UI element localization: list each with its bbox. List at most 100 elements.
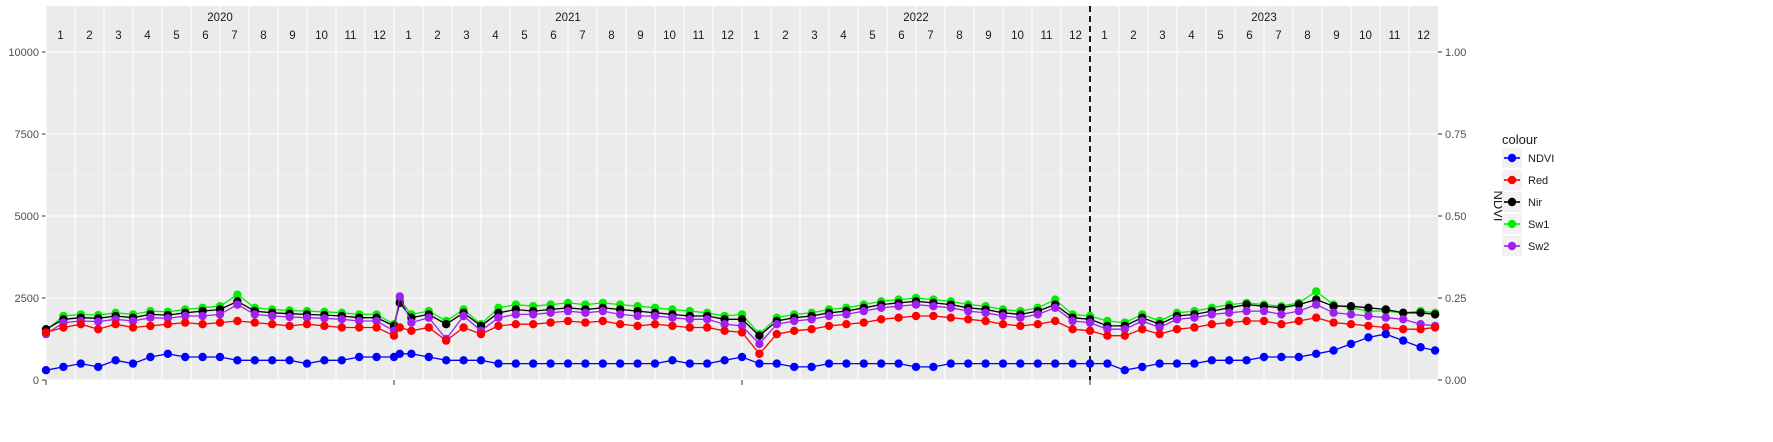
legend-key-point [1507,153,1517,163]
data-point-ndvi [946,359,955,368]
data-point-ndvi [1277,352,1286,362]
month-label: 1 [753,30,759,42]
month-label: 2 [1130,30,1136,42]
legend-label: NDVI [1528,153,1554,165]
month-label: 3 [463,30,469,42]
data-point-sw1 [1312,287,1321,296]
data-point-red [1346,320,1356,329]
data-point-red [685,323,694,332]
data-point-sw2 [1138,316,1147,326]
data-point-red [1242,316,1251,326]
data-point-ndvi [1381,329,1391,339]
data-point-sw2 [563,306,573,316]
data-point-red [459,323,468,332]
data-point-ndvi [529,359,538,368]
legend-label: Sw1 [1528,219,1549,231]
data-point-ndvi [1103,359,1112,368]
y2-tick-label: 1.00 [1445,47,1466,59]
data-point-red [998,320,1008,329]
data-point-sw2 [250,310,259,319]
month-label: 11 [345,30,357,42]
data-point-red [790,326,799,335]
y2-tick-label: 0.75 [1445,129,1466,141]
data-point-ndvi [1033,359,1043,368]
data-point-sw2 [1016,313,1025,322]
legend-key-point [1507,175,1517,185]
data-point-sw2 [302,313,312,322]
data-point-sw2 [1172,315,1182,324]
data-point-nir [1416,308,1425,317]
data-point-ndvi [146,352,155,362]
data-point-sw2 [1346,310,1356,319]
data-point-red [1033,320,1043,329]
data-point-sw2 [529,310,538,319]
data-point-sw2 [685,315,694,324]
data-point-ndvi [790,362,799,372]
data-point-ndvi [755,359,764,368]
data-point-red [1259,316,1269,326]
data-point-ndvi [1430,346,1440,355]
data-point-ndvi [285,356,294,365]
data-point-red [355,323,364,332]
month-label: 11 [693,30,705,42]
legend-label: Sw2 [1528,241,1549,253]
data-point-ndvi [703,359,712,368]
data-point-ndvi [1346,339,1356,349]
data-point-ndvi [94,362,103,372]
data-point-ndvi [233,356,242,365]
data-point-ndvi [407,349,416,358]
data-point-ndvi [442,356,451,365]
month-label: 11 [1041,30,1053,42]
data-point-red [146,321,155,331]
data-point-sw2 [268,311,277,321]
data-point-red [94,325,103,334]
month-label: 10 [1359,30,1372,42]
data-point-red [1103,331,1112,340]
data-point-red [1120,331,1130,340]
data-point-red [395,323,404,332]
data-point-sw2 [1242,306,1251,316]
data-point-ndvi [633,359,642,368]
data-point-ndvi [476,356,486,365]
y-tick-label: 10000 [8,47,39,59]
data-point-sw2 [1225,308,1234,317]
data-point-ndvi [1172,359,1182,368]
data-point-ndvi [598,359,607,368]
data-point-sw2 [320,314,329,323]
data-point-sw2 [1033,310,1043,319]
legend-label: Nir [1528,197,1542,209]
data-point-red [268,320,277,329]
data-point-ndvi [337,356,346,365]
data-point-ndvi [1051,359,1060,368]
data-point-sw2 [581,308,590,317]
data-point-ndvi [76,359,86,368]
data-point-sw2 [1294,306,1304,316]
data-point-sw2 [755,339,764,349]
data-point-red [1277,320,1286,329]
month-label: 5 [1217,30,1223,42]
data-point-sw2 [1155,323,1164,332]
month-label: 7 [1275,30,1281,42]
data-point-red [1416,325,1425,334]
data-point-sw2 [372,316,381,326]
data-point-red [1190,323,1199,332]
data-point-red [76,320,86,329]
data-point-ndvi [877,359,886,368]
data-point-ndvi [1207,356,1217,365]
data-point-sw2 [494,313,503,322]
month-label: 2 [782,30,788,42]
month-label: 10 [1011,30,1024,42]
data-point-red [476,329,486,339]
data-point-red [1399,325,1408,334]
data-point-red [598,316,607,326]
data-point-sw2 [355,316,364,326]
y2-tick-label: 0.50 [1445,211,1466,223]
month-label: 4 [1188,30,1195,42]
data-point-sw2 [1051,303,1060,312]
data-point-sw2 [163,314,172,323]
data-point-red [1172,325,1182,334]
y-tick-label: 5000 [15,211,39,223]
data-point-ndvi [320,356,329,365]
data-point-red [824,321,834,331]
